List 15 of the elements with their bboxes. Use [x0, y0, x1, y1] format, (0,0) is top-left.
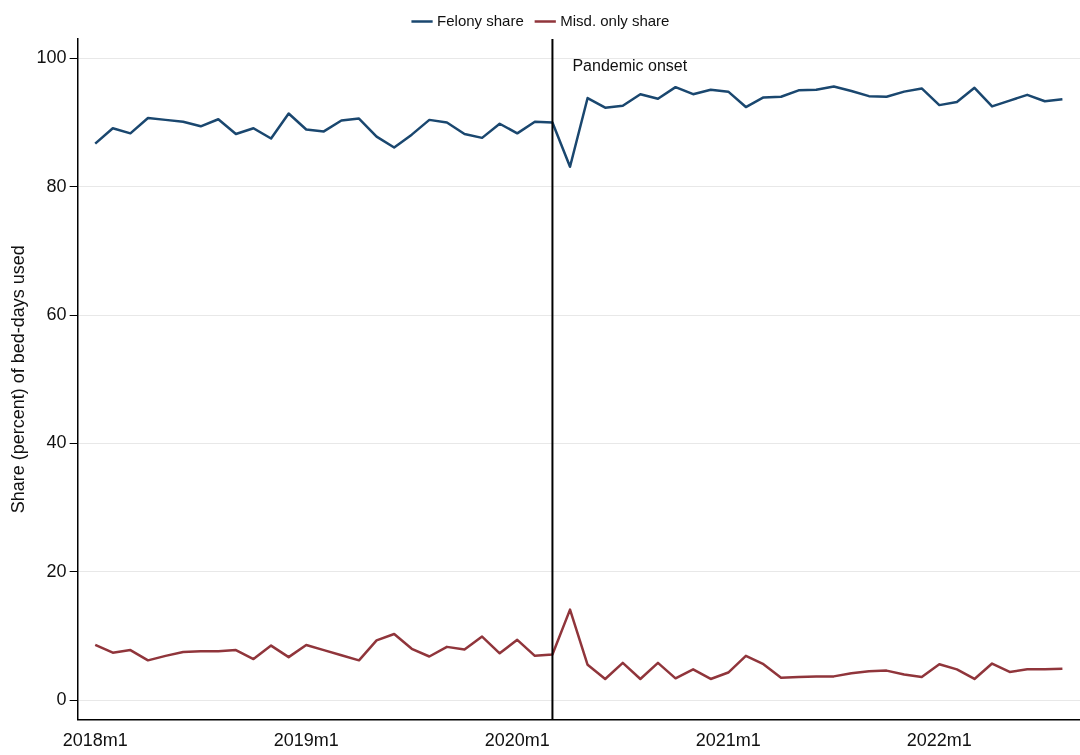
y-tick-label: 0 — [56, 689, 67, 710]
legend-label: Misd. only share — [560, 11, 670, 29]
ref-line-label: Pandemic onset — [572, 57, 688, 75]
x-tick-label: 2018m1 — [62, 730, 128, 751]
y-tick-label: 20 — [46, 560, 67, 581]
y-tick-label: 100 — [36, 47, 67, 68]
x-tick-label: 2020m1 — [484, 730, 550, 751]
x-tick-label: 2019m1 — [273, 730, 339, 751]
y-tick-label: 60 — [46, 303, 67, 324]
y-tick-label: 40 — [46, 432, 67, 453]
x-tick-label: 2022m1 — [906, 730, 972, 751]
x-tick-label: 2021m1 — [695, 730, 761, 751]
y-tick-label: 80 — [46, 175, 67, 196]
legend-label: Felony share — [437, 11, 524, 29]
y-axis-title: Share (percent) of bed-days used — [7, 245, 28, 514]
